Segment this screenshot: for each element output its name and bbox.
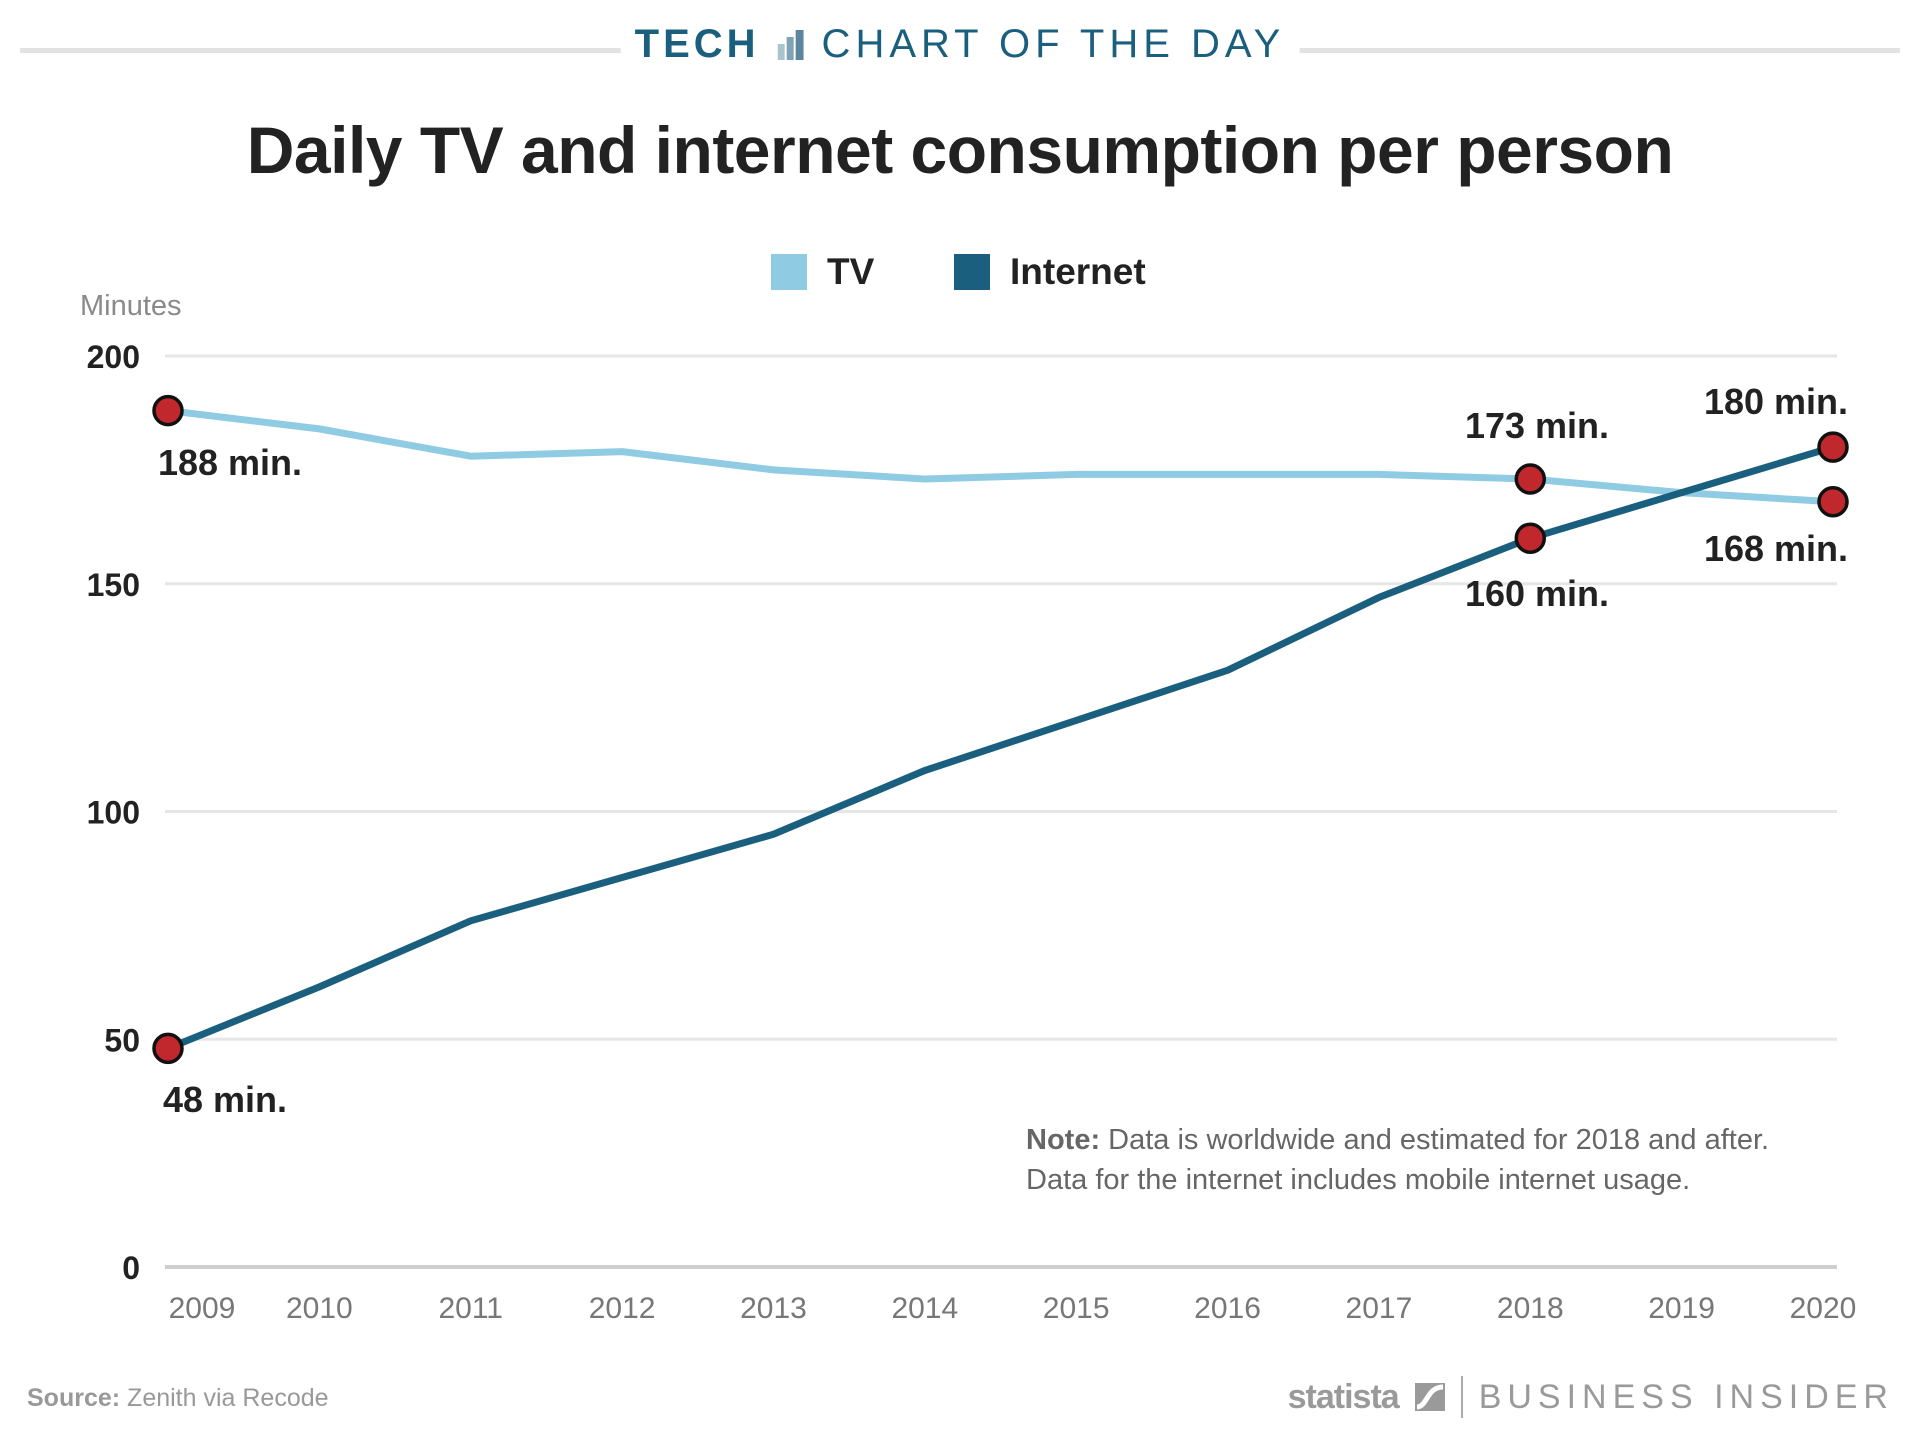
y-tick-label: 0: [122, 1250, 140, 1286]
annotation-marker: [152, 1032, 184, 1065]
annotation-marker: [1514, 463, 1547, 495]
annotation-label: 173 min.: [1465, 405, 1609, 446]
legend-label: Internet: [1010, 251, 1146, 292]
x-tick-label: 2009: [169, 1292, 236, 1325]
logo-separator: [1460, 1376, 1463, 1418]
x-tick-label: 2015: [1043, 1292, 1110, 1325]
y-tick-label: 200: [87, 339, 140, 375]
logos: statista BUSINESS INSIDER: [1288, 1376, 1894, 1418]
legend-swatch-internet: [954, 254, 990, 290]
annotation-marker: [152, 394, 184, 427]
source: Source: Zenith via Recode: [27, 1384, 329, 1413]
annotation-label: 168 min.: [1704, 528, 1848, 569]
legend-swatch-tv: [771, 254, 807, 290]
source-label: Source:: [27, 1384, 121, 1412]
chart-of-the-day-header: TECH CHART OF THE DAY: [0, 22, 1920, 78]
annotation-marker: [1817, 431, 1849, 463]
x-tick-label: 2013: [740, 1292, 807, 1325]
x-tick-label: 2012: [589, 1292, 656, 1325]
x-tick-label: 2016: [1194, 1292, 1261, 1325]
series-line-internet: [166, 443, 1835, 1052]
annotation-marker: [1514, 522, 1547, 554]
series-line-tv: [167, 407, 1834, 506]
y-tick-label: 50: [104, 1022, 140, 1058]
x-tick-label: 2011: [438, 1292, 503, 1325]
x-tick-label: 2020: [1790, 1292, 1857, 1325]
x-tick-label: 2014: [891, 1292, 958, 1325]
note-bold: Note:: [1026, 1124, 1100, 1156]
business-insider-logo: BUSINESS INSIDER: [1478, 1377, 1894, 1416]
annotation-marker: [1817, 486, 1849, 518]
note-text: Data is worldwide and estimated for 2018…: [1100, 1124, 1769, 1156]
y-axis-label: Minutes: [80, 290, 182, 322]
note-line: Data for the internet includes mobile in…: [1026, 1164, 1690, 1196]
statista-logo: statista: [1287, 1377, 1400, 1416]
x-tick-label: 2018: [1497, 1292, 1564, 1325]
series-label: CHART OF THE DAY: [821, 22, 1286, 66]
note-line: Note: Data is worldwide and estimated fo…: [1026, 1124, 1769, 1156]
bar-chart-icon: [777, 29, 804, 60]
y-tick-label: 100: [87, 795, 140, 831]
legend-label: TV: [827, 251, 875, 292]
y-tick-label: 150: [87, 567, 140, 603]
annotation-label: 180 min.: [1704, 381, 1848, 422]
x-tick-label: 2017: [1346, 1292, 1413, 1325]
section-label: TECH: [634, 22, 760, 66]
x-tick-label: 2010: [286, 1292, 353, 1325]
chart-title: Daily TV and internet consumption per pe…: [246, 113, 1674, 187]
annotation-label: 48 min.: [163, 1079, 287, 1120]
x-tick-label: 2019: [1648, 1292, 1715, 1325]
source-text: Zenith via Recode: [127, 1384, 329, 1412]
annotation-label: 188 min.: [158, 442, 302, 483]
annotation-label: 160 min.: [1465, 573, 1609, 614]
statista-logo-icon: [1414, 1383, 1445, 1411]
